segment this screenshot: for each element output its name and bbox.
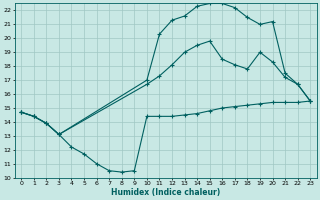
X-axis label: Humidex (Indice chaleur): Humidex (Indice chaleur) <box>111 188 220 197</box>
